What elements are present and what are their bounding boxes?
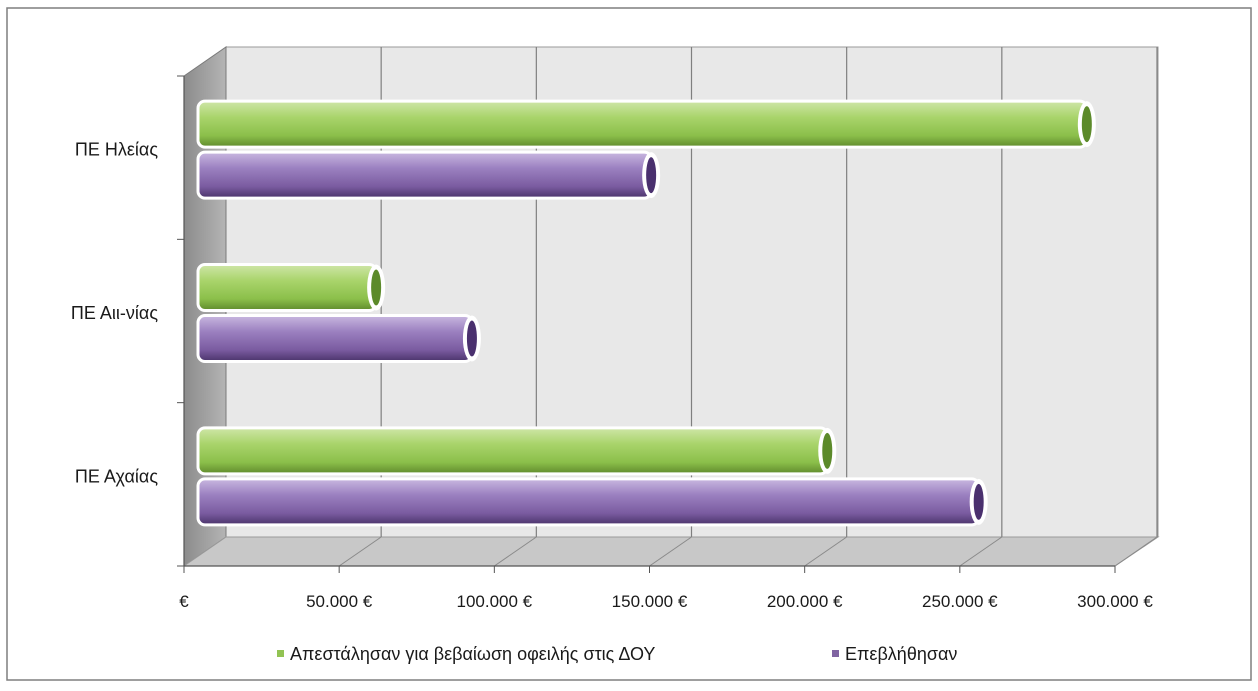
bar xyxy=(196,477,988,527)
legend-item: Επεβλήθησαν xyxy=(832,644,957,664)
bar xyxy=(196,150,661,200)
legend-swatch xyxy=(832,650,839,657)
x-tick-label: 250.000 € xyxy=(922,592,998,611)
labels: €50.000 € 100.000 € 150.000 € 200.000 € 250.… xyxy=(71,140,1153,611)
x-tick-label: 150.000 € xyxy=(612,592,688,611)
legend-item: Απεστάλησαν για βεβαίωση οφειλής στις ΔΟ… xyxy=(277,644,655,664)
x-tick-label: 100.000 € xyxy=(457,592,533,611)
legend-label: Απεστάλησαν για βεβαίωση οφειλής στις ΔΟ… xyxy=(290,644,655,664)
floor-gridline xyxy=(959,536,1003,567)
floor-gridline xyxy=(1114,536,1158,567)
floor-gridline xyxy=(804,536,847,567)
bar xyxy=(196,263,386,312)
floor-gridline xyxy=(494,536,537,567)
x-tick-label: 200.000 € xyxy=(767,592,843,611)
floor-gridline xyxy=(649,536,692,567)
legend-label: Επεβλήθησαν xyxy=(845,644,957,664)
floor-gridline xyxy=(338,536,382,567)
bars xyxy=(196,99,1096,527)
category-label: ΠΕ Αιι-νίας xyxy=(71,303,158,323)
x-tick-label: 50.000 € xyxy=(306,592,373,611)
x-tick-label: 300.000 € xyxy=(1077,592,1153,611)
bar xyxy=(196,314,481,363)
legend-swatch xyxy=(277,650,284,657)
category-label: ΠΕ Αχαίας xyxy=(75,466,158,486)
category-label: ΠΕ Ηλείας xyxy=(75,140,158,160)
x-tick-label: € xyxy=(179,592,189,611)
legend: Απεστάλησαν για βεβαίωση οφειλής στις ΔΟ… xyxy=(277,644,957,664)
axes xyxy=(177,75,1116,573)
bar xyxy=(196,99,1096,149)
bar xyxy=(196,426,837,476)
